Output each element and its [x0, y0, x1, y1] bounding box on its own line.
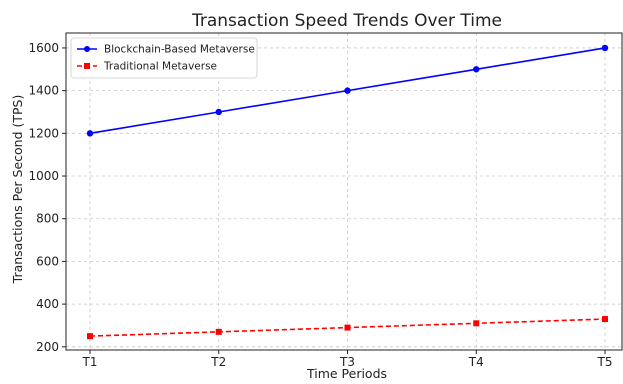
data-point	[86, 130, 94, 137]
legend-entry: Blockchain-Based Metaverse	[77, 44, 255, 56]
legend-marker	[84, 46, 90, 52]
axes-frame	[65, 32, 623, 351]
legend-label: Blockchain-Based Metaverse	[104, 44, 255, 56]
y-tick-label: 400	[36, 297, 59, 311]
data-point	[215, 328, 222, 335]
x-tick-label: T2	[210, 355, 226, 369]
x-axis-label: Time Periods	[306, 366, 387, 381]
chart-title: Transaction Speed Trends Over Time	[191, 11, 502, 31]
series-1	[86, 44, 609, 137]
grid	[66, 33, 622, 350]
x-tick-label: T4	[468, 355, 484, 369]
data-point	[344, 324, 351, 331]
x-tick-label: T3	[339, 355, 355, 369]
y-tick-label: 1000	[28, 169, 59, 183]
y-tick-label: 800	[36, 212, 59, 226]
legend-marker	[84, 63, 90, 69]
legend-entry: Traditional Metaverse	[77, 61, 217, 73]
series-layer	[86, 44, 609, 340]
legend-box	[70, 37, 258, 79]
data-point	[601, 44, 609, 52]
data-point	[87, 333, 93, 340]
legend: Blockchain-Based Metaverse Traditional Me…	[70, 37, 258, 79]
y-tick-label: 200	[36, 340, 59, 354]
y-axis-label: Transactions Per Second (TPS)	[10, 95, 25, 285]
x-axis-ticks: T1 T2 T3 T4 T5	[82, 350, 613, 369]
data-point	[473, 320, 480, 327]
y-tick-label: 1200	[28, 126, 59, 140]
data-point	[344, 87, 351, 94]
legend-label: Traditional Metaverse	[103, 61, 217, 73]
y-axis-ticks: 200 400 600 800 1000 1200 1400 1600	[28, 41, 66, 354]
data-point	[602, 316, 608, 323]
x-tick-label: T5	[597, 355, 613, 369]
y-tick-label: 1600	[28, 41, 59, 55]
plot-frame	[65, 32, 623, 351]
data-point	[473, 66, 480, 73]
y-tick-label: 600	[36, 254, 59, 268]
x-tick-label: T1	[82, 355, 98, 369]
data-point	[215, 108, 222, 116]
y-tick-label: 1400	[28, 84, 59, 98]
series-2	[87, 316, 608, 340]
